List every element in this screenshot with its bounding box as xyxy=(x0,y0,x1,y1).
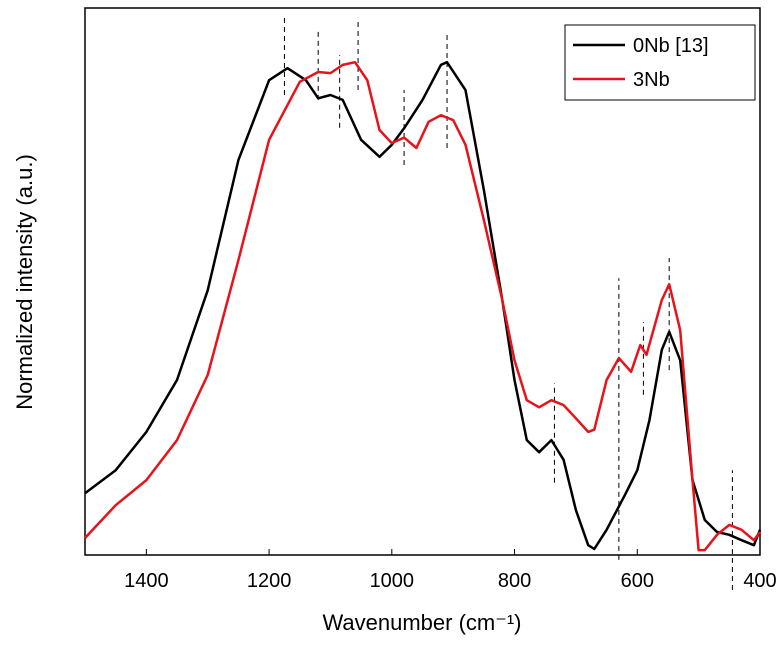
legend-label: 3Nb xyxy=(633,69,670,91)
legend-label: 0Nb [13] xyxy=(633,35,709,57)
x-axis-label: Wavenumber (cm⁻¹) xyxy=(322,610,521,635)
x-tick-label: 600 xyxy=(621,570,654,592)
x-tick-label: 1400 xyxy=(124,570,169,592)
x-tick-label: 800 xyxy=(498,570,531,592)
x-tick-label: 1000 xyxy=(370,570,415,592)
y-axis-label: Normalized intensity (a.u.) xyxy=(12,154,37,410)
x-tick-label: 1200 xyxy=(247,570,292,592)
plot-frame xyxy=(84,7,761,556)
legend-box xyxy=(564,24,756,101)
x-tick-label: 400 xyxy=(743,570,776,592)
series-line xyxy=(84,60,762,551)
series-line xyxy=(84,60,762,552)
